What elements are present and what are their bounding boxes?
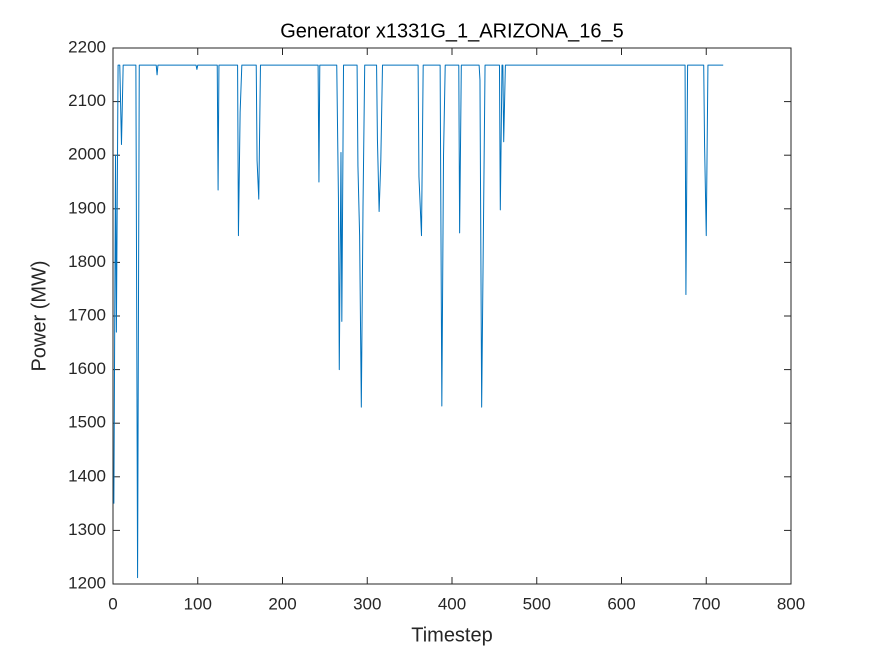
y-axis-label: Power (MW) <box>28 260 50 371</box>
x-tick-label: 100 <box>184 594 212 613</box>
y-tick-label: 1400 <box>68 466 106 485</box>
x-tick-label: 500 <box>523 594 551 613</box>
y-tick-label: 2200 <box>68 37 106 56</box>
y-tick-label: 1800 <box>68 252 106 271</box>
x-tick-label: 600 <box>607 594 635 613</box>
x-tick-label: 200 <box>268 594 296 613</box>
y-tick-label: 2000 <box>68 145 106 164</box>
y-tick-label: 1600 <box>68 359 106 378</box>
y-tick-label: 1300 <box>68 520 106 539</box>
y-tick-label: 2100 <box>68 91 106 110</box>
x-tick-label: 700 <box>692 594 720 613</box>
y-tick-label: 1900 <box>68 198 106 217</box>
plot-area <box>112 47 792 585</box>
y-tick-label: 1500 <box>68 413 106 432</box>
data-line <box>113 64 724 579</box>
x-axis-label: Timestep <box>411 624 493 646</box>
y-tick-label: 1700 <box>68 305 106 324</box>
x-tick-label: 400 <box>438 594 466 613</box>
x-tick-label: 800 <box>777 594 805 613</box>
y-tick-label: 1200 <box>68 573 106 592</box>
x-tick-label: 300 <box>353 594 381 613</box>
chart-title: Generator x1331G_1_ARIZONA_16_5 <box>280 20 624 42</box>
x-tick-label: 0 <box>108 594 117 613</box>
